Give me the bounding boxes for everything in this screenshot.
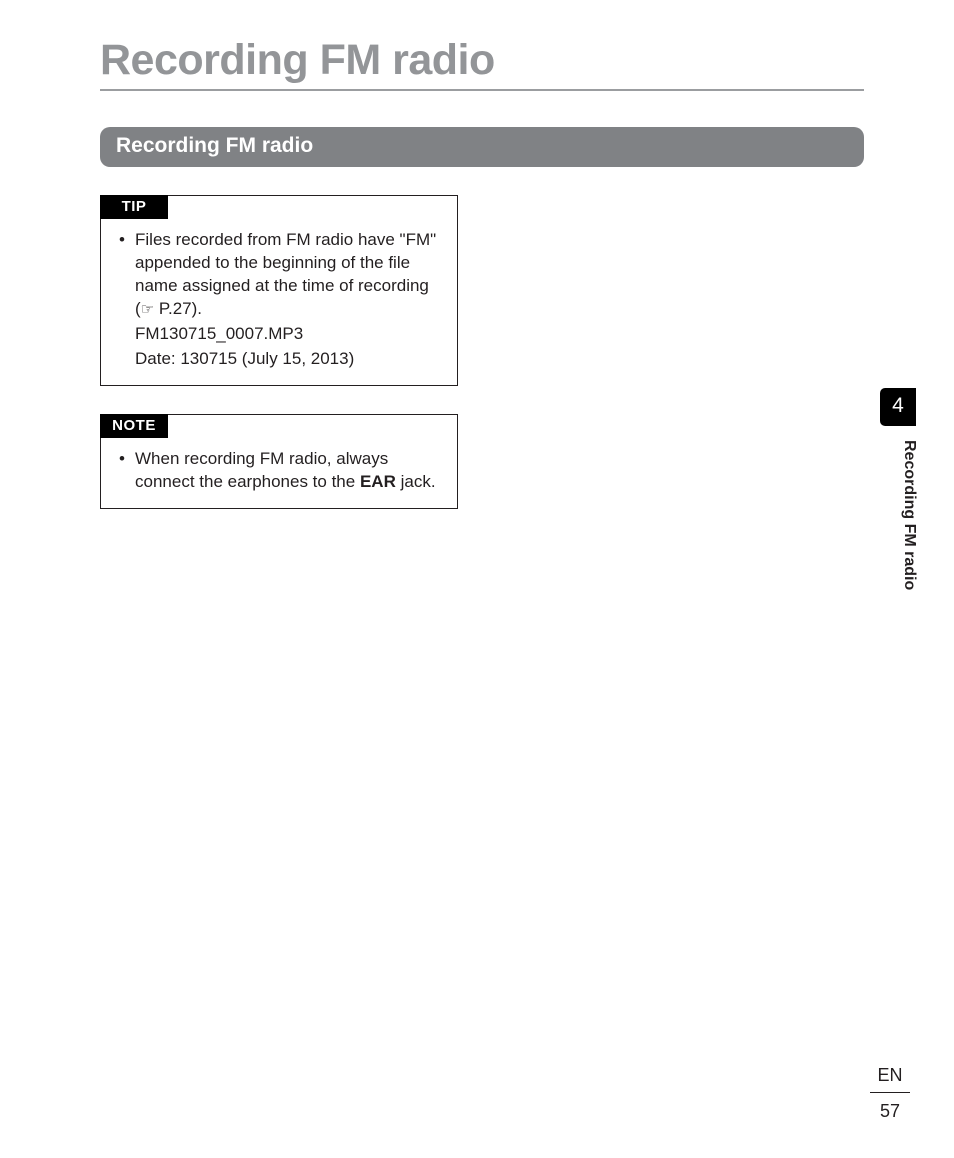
tip-ref-text: P.27). [154, 299, 202, 318]
title-underline [100, 89, 864, 91]
page-title: Recording FM radio [100, 36, 864, 85]
tip-bullet: Files recorded from FM radio have "FM" a… [123, 229, 439, 321]
note-box: NOTE When recording FM radio, always con… [100, 414, 458, 509]
note-text-post: jack. [396, 472, 436, 491]
reference-icon: ☞ [141, 301, 154, 318]
page-footer: EN 57 [870, 1065, 910, 1122]
footer-rule [870, 1092, 910, 1093]
page-number: 57 [870, 1101, 910, 1122]
chapter-number-tab: 4 [880, 388, 916, 426]
section-heading-bar: Recording FM radio [100, 127, 864, 167]
side-section-title: Recording FM radio [882, 426, 918, 590]
language-code: EN [870, 1065, 910, 1086]
note-text-bold: EAR [360, 472, 396, 491]
tip-example-date: Date: 130715 (July 15, 2013) [101, 348, 457, 371]
note-label: NOTE [100, 414, 168, 438]
side-tab: 4 Recording FM radio [880, 388, 916, 590]
tip-box: TIP Files recorded from FM radio have "F… [100, 195, 458, 386]
note-bullet: When recording FM radio, always connect … [123, 448, 439, 494]
tip-example-file: FM130715_0007.MP3 [101, 323, 457, 346]
note-text-pre: When recording FM radio, always connect … [135, 449, 388, 491]
manual-page: Recording FM radio Recording FM radio TI… [0, 0, 954, 1158]
tip-label: TIP [100, 195, 168, 219]
